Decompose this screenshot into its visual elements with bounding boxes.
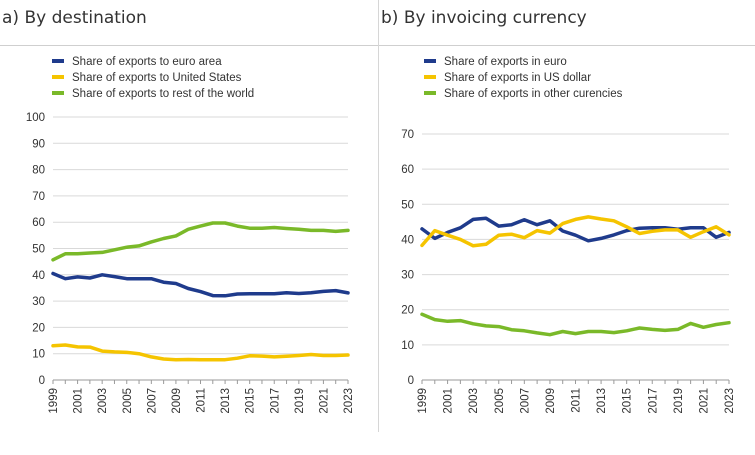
- x-tick-label: 2009: [545, 388, 557, 414]
- y-tick-label: 50: [401, 199, 414, 211]
- x-tick-label: 2005: [122, 388, 134, 414]
- chart-title: a) By destination: [2, 8, 147, 28]
- x-tick-label: 2021: [318, 388, 330, 414]
- line-chart-destination: Share of exports to euro area Share of ex…: [26, 56, 355, 414]
- x-tick-label: 2013: [220, 388, 232, 414]
- x-tick-label: 2003: [468, 388, 480, 414]
- x-tick-label: 2011: [196, 388, 208, 413]
- series-line: [51, 271, 350, 298]
- x-tick-label: 2007: [146, 388, 158, 414]
- chart-panel-invoicing-currency: b) By invoicing currency Share of export…: [379, 0, 755, 432]
- y-tick-label: 70: [32, 191, 45, 203]
- x-tick-label: 2011: [571, 388, 583, 413]
- legend-label: Share of exports to United States: [72, 72, 242, 84]
- chart-title: b) By invoicing currency: [381, 8, 587, 28]
- x-tick-label: 2019: [294, 388, 306, 414]
- x-tick-label: 2003: [97, 388, 109, 414]
- y-tick-label: 50: [32, 244, 45, 256]
- x-tick-label: 2015: [622, 388, 634, 414]
- x-tick-label: 2001: [73, 388, 85, 414]
- title-divider: [0, 45, 378, 46]
- y-tick-label: 10: [401, 340, 414, 352]
- x-tick-label: 2023: [343, 388, 355, 414]
- y-tick-label: 100: [26, 112, 45, 124]
- series-line: [420, 215, 731, 248]
- series-line: [51, 343, 350, 362]
- x-tick-label: 2017: [269, 388, 281, 414]
- x-tick-label: 2001: [443, 388, 455, 414]
- x-tick-label: 2015: [245, 388, 257, 414]
- x-tick-label: 2009: [171, 388, 183, 414]
- panel-separator: [378, 0, 379, 432]
- chart-panel-destination: a) By destination Share of exports to eu…: [0, 0, 378, 432]
- x-tick-label: 2023: [724, 388, 736, 414]
- y-tick-label: 0: [39, 375, 45, 387]
- y-tick-label: 70: [401, 129, 414, 141]
- y-tick-label: 80: [32, 165, 45, 177]
- series-line: [420, 312, 731, 337]
- x-tick-label: 2013: [596, 388, 608, 414]
- x-tick-label: 2007: [519, 388, 531, 414]
- legend-label: Share of exports to euro area: [72, 56, 222, 68]
- x-tick-label: 2005: [494, 388, 506, 414]
- y-tick-label: 20: [32, 322, 45, 334]
- title-divider: [379, 45, 755, 46]
- y-tick-label: 90: [32, 138, 45, 150]
- series-line: [51, 221, 350, 262]
- legend-label: Share of exports in US dollar: [444, 72, 591, 84]
- line-chart-invoicing-currency: Share of exports in euro Share of exports…: [401, 56, 736, 414]
- y-tick-label: 20: [401, 305, 414, 317]
- series-line: [420, 216, 731, 243]
- y-tick-label: 60: [32, 217, 45, 229]
- x-tick-label: 1999: [417, 388, 429, 414]
- x-tick-label: 2021: [698, 388, 710, 414]
- y-tick-label: 40: [401, 234, 414, 246]
- x-tick-label: 1999: [48, 388, 60, 414]
- x-tick-label: 2019: [673, 388, 685, 414]
- y-tick-label: 40: [32, 270, 45, 282]
- y-tick-label: 0: [408, 375, 414, 387]
- y-tick-label: 30: [401, 270, 414, 282]
- y-tick-label: 30: [32, 296, 45, 308]
- legend-label: Share of exports to rest of the world: [72, 88, 254, 100]
- x-tick-label: 2017: [647, 388, 659, 414]
- y-tick-label: 60: [401, 164, 414, 176]
- legend-label: Share of exports in euro: [444, 56, 567, 68]
- y-tick-label: 10: [32, 349, 45, 361]
- legend-label: Share of exports in other curencies: [444, 88, 623, 100]
